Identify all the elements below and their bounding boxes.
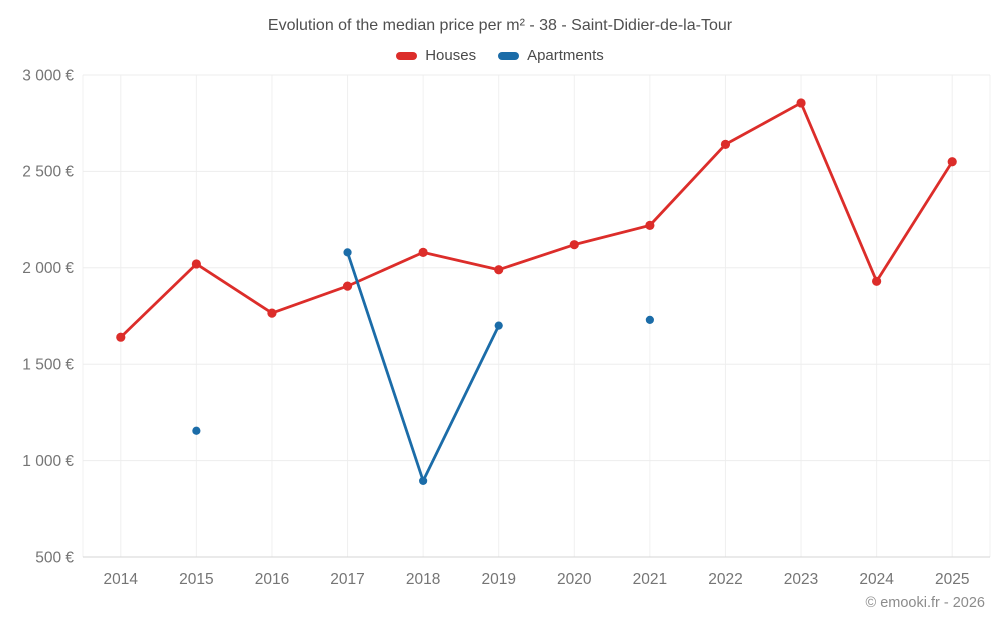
x-tick-label: 2022 xyxy=(708,571,742,588)
y-tick-label: 2 500 € xyxy=(22,164,74,181)
x-tick-label: 2014 xyxy=(104,571,139,588)
series-houses-point xyxy=(645,220,655,230)
y-tick-label: 2 000 € xyxy=(22,260,74,277)
series-apartments-point xyxy=(494,321,503,330)
legend: Houses Apartments xyxy=(0,47,1000,64)
series-houses-point xyxy=(418,247,428,257)
series-houses-point xyxy=(796,98,806,108)
x-tick-label: 2025 xyxy=(935,571,969,588)
x-tick-label: 2018 xyxy=(406,571,440,588)
x-tick-label: 2023 xyxy=(784,571,818,588)
y-tick-label: 1 000 € xyxy=(22,453,74,470)
x-tick-label: 2021 xyxy=(633,571,667,588)
x-tick-label: 2020 xyxy=(557,571,592,588)
series-houses-point xyxy=(342,281,353,291)
series-apartments-point xyxy=(419,476,428,485)
series-houses-line xyxy=(119,101,954,339)
x-tick-label: 2019 xyxy=(481,571,515,588)
series-apartments-point xyxy=(645,315,654,324)
series-apartments-point xyxy=(192,426,201,435)
series-houses-point xyxy=(116,332,126,342)
y-tick-label: 500 € xyxy=(35,549,74,566)
watermark: © emooki.fr - 2026 xyxy=(865,595,985,611)
x-tick-label: 2016 xyxy=(255,571,289,588)
chart-title: Evolution of the median price per m² - 3… xyxy=(267,17,733,34)
series-houses-point xyxy=(720,139,731,150)
x-tick-label: 2024 xyxy=(859,571,894,588)
series-houses-point xyxy=(191,259,201,269)
x-tick-label: 2015 xyxy=(179,571,213,588)
y-tick-label: 3 000 € xyxy=(22,67,74,84)
series-houses-point xyxy=(569,240,579,250)
y-tick-label: 1 500 € xyxy=(22,356,74,373)
apartments-legend-label: Apartments xyxy=(527,47,604,64)
series-houses-point xyxy=(494,265,504,275)
x-tick-label: 2017 xyxy=(330,571,364,588)
series-houses-point xyxy=(267,308,277,318)
series-apartments-point xyxy=(343,248,352,257)
legend-item-houses[interactable]: Houses xyxy=(396,47,476,64)
series-houses-point xyxy=(872,276,882,286)
houses-legend-label: Houses xyxy=(425,47,477,64)
series-houses-point xyxy=(947,157,957,167)
houses-series-swatch-icon xyxy=(396,51,418,60)
apartments-series-swatch-icon xyxy=(498,51,520,60)
legend-item-apartments[interactable]: Apartments xyxy=(498,47,604,64)
